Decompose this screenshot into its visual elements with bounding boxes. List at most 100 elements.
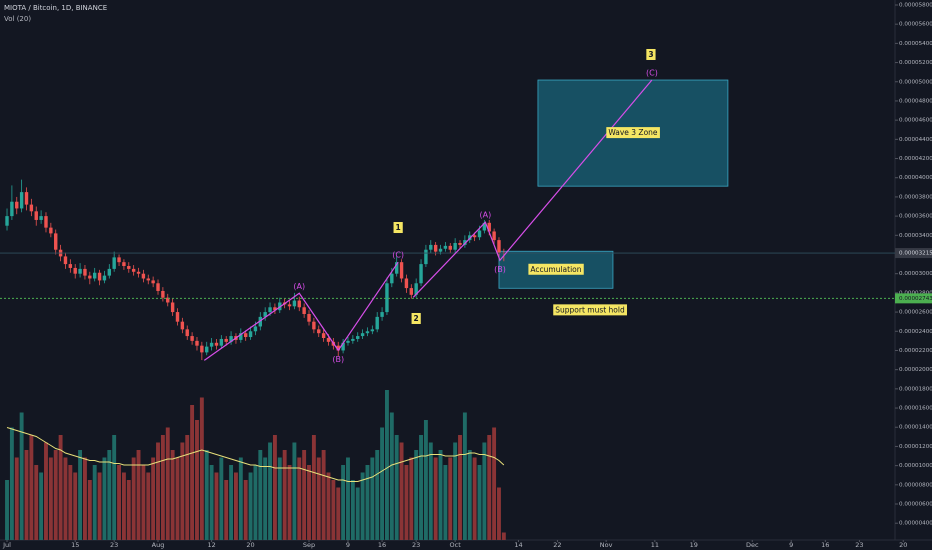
volume-bar: [282, 450, 287, 540]
y-tick-label: 0.00005600: [899, 22, 932, 28]
candle-body: [346, 340, 350, 343]
volume-bar: [29, 435, 34, 540]
x-tick-label: 9: [789, 541, 793, 549]
candle-body: [419, 264, 423, 284]
y-tick-label: 0.00001600: [899, 406, 932, 412]
volume-bar: [331, 480, 336, 540]
volume-legend: Vol (20): [4, 15, 31, 23]
candle-body: [107, 268, 112, 276]
candle-body: [341, 342, 345, 351]
volume-bar: [180, 442, 185, 540]
y-tick-label: 0.00001400: [899, 425, 932, 431]
volume-bar: [175, 457, 180, 540]
candle-body: [351, 338, 355, 341]
volume-bar: [472, 457, 477, 540]
support-label-box: [553, 304, 627, 316]
volume-bar: [160, 435, 165, 540]
volume-bar: [58, 435, 63, 540]
y-tick-label: 0.00002400: [899, 329, 932, 335]
candle-body: [170, 302, 175, 313]
y-tick-label: 0.00003400: [899, 233, 932, 239]
candle-body: [68, 264, 73, 268]
y-tick-label: 0.00004000: [899, 175, 932, 181]
candle-body: [239, 333, 243, 340]
volume-bar: [307, 465, 311, 540]
candle-body: [97, 272, 102, 281]
volume-bar: [365, 465, 370, 540]
y-tick-label: 0.00001200: [899, 444, 932, 450]
candle-body: [127, 266, 131, 269]
candle-body: [29, 204, 34, 212]
candle-body: [385, 283, 389, 313]
wave-line: [203, 261, 399, 361]
price-axis: [895, 0, 932, 550]
zone-label-box: [606, 127, 660, 139]
volume-bar: [394, 435, 399, 540]
volume-bar: [346, 457, 350, 540]
volume-bar: [238, 457, 243, 540]
volume-bar: [404, 465, 409, 540]
y-tick-label: 0.00004200: [899, 156, 932, 162]
x-tick-label: Jul: [2, 541, 11, 549]
wave-label: (B): [494, 265, 506, 274]
x-tick-label: 19: [690, 541, 698, 549]
volume-bar: [287, 465, 292, 540]
volume-bar: [170, 450, 175, 540]
candle-body: [205, 346, 209, 353]
volume-bar: [34, 465, 39, 540]
candle-body: [273, 307, 277, 311]
x-tick-label: Dec: [746, 541, 759, 549]
volume-bar: [53, 450, 58, 540]
candle-body: [375, 316, 379, 330]
volume-bar: [389, 412, 394, 540]
candle-body: [15, 201, 19, 209]
candle-body: [19, 192, 24, 209]
y-tick-label: 0.00001800: [899, 386, 932, 392]
candle-body: [253, 326, 258, 332]
volume-bar: [24, 450, 29, 540]
volume-bar: [199, 397, 204, 540]
candle-body: [214, 342, 219, 346]
volume-bar: [87, 480, 92, 540]
volume-bar: [131, 457, 136, 540]
volume-bar: [209, 465, 214, 540]
volume-bar: [204, 450, 209, 540]
candle-body: [122, 262, 126, 267]
volume-bar: [39, 472, 44, 540]
wave-number-box: [393, 222, 403, 234]
volume-bar: [409, 457, 414, 540]
x-tick-label: Sep: [303, 541, 315, 549]
volume-bar: [433, 457, 438, 540]
candle-body: [477, 230, 482, 238]
volume-bar: [83, 457, 87, 540]
y-tick-label: 0.00005800: [899, 2, 932, 8]
candle-body: [312, 321, 316, 330]
volume-bar: [336, 487, 341, 540]
y-tick-label: 0.00005200: [899, 60, 932, 66]
x-tick-label: 23: [855, 541, 863, 549]
volume-bar: [443, 465, 448, 540]
support-price-label: 0.00002743: [899, 296, 932, 302]
volume-bar: [487, 435, 492, 540]
volume-bar: [63, 457, 68, 540]
candle-body: [243, 333, 248, 338]
candle-body: [102, 275, 107, 281]
volume-ma-line: [6, 427, 505, 482]
candle-body: [292, 300, 297, 307]
x-tick-label: 9: [346, 541, 350, 549]
y-tick-label: 0.00000400: [899, 521, 932, 527]
y-tick-label: 0.00003000: [899, 271, 932, 277]
wave-label: (B): [332, 355, 344, 364]
volume-bar: [14, 457, 19, 540]
candle-body: [429, 244, 433, 250]
volume-bar: [423, 420, 428, 540]
candle-body: [326, 337, 331, 342]
wave-number: 2: [414, 314, 419, 323]
wave-label: (C): [392, 251, 404, 260]
volume-bar: [341, 465, 346, 540]
volume-bar: [185, 435, 190, 540]
candle-body: [370, 329, 375, 332]
x-tick-label: 15: [71, 541, 79, 549]
wave-number: 3: [648, 50, 653, 59]
